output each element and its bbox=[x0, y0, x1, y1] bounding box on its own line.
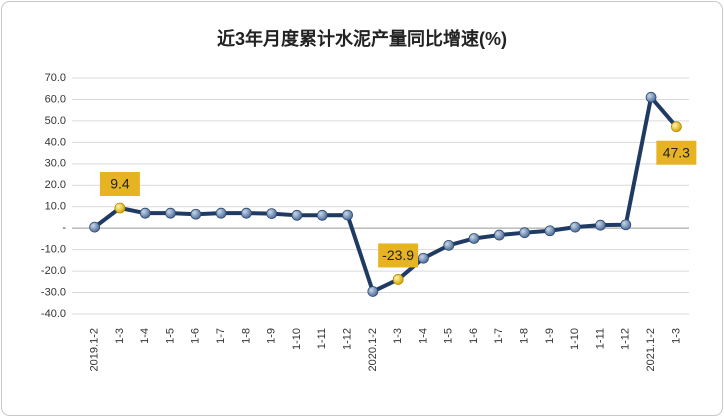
data-point bbox=[519, 227, 531, 239]
y-tick-label: 10.0 bbox=[45, 201, 66, 213]
data-point bbox=[493, 229, 505, 241]
y-tick-label: 50.0 bbox=[45, 115, 66, 127]
data-label-box bbox=[99, 172, 140, 197]
x-tick-label: 1-9 bbox=[544, 328, 556, 344]
x-tick-label: 1-9 bbox=[266, 328, 278, 344]
data-point bbox=[316, 209, 328, 221]
data-point bbox=[342, 209, 353, 221]
y-tick-label: -10.0 bbox=[41, 244, 66, 256]
x-tick-label: 1-11 bbox=[594, 328, 606, 349]
data-point bbox=[165, 207, 176, 219]
data-point bbox=[392, 274, 404, 285]
data-label-box bbox=[378, 243, 419, 268]
data-point bbox=[190, 208, 202, 220]
x-tick-label: 1-10 bbox=[291, 328, 303, 350]
x-tick-label: 1-4 bbox=[139, 328, 151, 344]
data-point bbox=[544, 225, 556, 237]
data-point bbox=[670, 121, 682, 133]
data-label-box bbox=[656, 140, 697, 165]
x-tick-label: 1-10 bbox=[569, 328, 581, 350]
data-point bbox=[367, 286, 379, 297]
x-tick-label: 1-5 bbox=[164, 328, 176, 344]
x-tick-label: 1-3 bbox=[392, 328, 404, 344]
x-tick-label: 2021.1-2 bbox=[645, 328, 657, 371]
x-tick-label: 1-11 bbox=[316, 328, 328, 349]
data-label: -23.9 bbox=[382, 247, 414, 263]
data-point bbox=[240, 207, 252, 219]
data-point bbox=[468, 233, 480, 244]
data-point bbox=[569, 221, 581, 233]
data-point bbox=[89, 221, 101, 233]
y-tick-label: - bbox=[62, 222, 66, 234]
data-point bbox=[418, 252, 429, 264]
data-label: 47.3 bbox=[663, 144, 690, 160]
x-tick-label: 1-12 bbox=[620, 328, 632, 350]
y-tick-label: -40.0 bbox=[41, 308, 66, 320]
y-tick-label: -20.0 bbox=[41, 265, 66, 277]
y-tick-label: 70.0 bbox=[45, 72, 66, 84]
x-tick-label: 1-3 bbox=[670, 328, 682, 344]
y-tick-label: 30.0 bbox=[45, 158, 66, 170]
x-tick-label: 1-7 bbox=[493, 328, 505, 344]
y-tick-label: -30.0 bbox=[41, 286, 66, 298]
data-point bbox=[114, 202, 126, 214]
x-tick-label: 1-3 bbox=[114, 328, 126, 344]
data-point bbox=[291, 209, 303, 221]
data-point bbox=[645, 91, 657, 103]
x-tick-label: 1-6 bbox=[468, 328, 480, 344]
x-tick-label: 2019.1-2 bbox=[89, 328, 101, 371]
x-tick-label: 2020.1-2 bbox=[367, 328, 379, 371]
x-tick-label: 1-7 bbox=[215, 328, 227, 344]
x-tick-label: 1-5 bbox=[443, 328, 455, 344]
data-label: 9.4 bbox=[110, 176, 130, 192]
x-tick-label: 1-8 bbox=[519, 328, 531, 344]
data-point bbox=[595, 219, 606, 231]
data-point bbox=[139, 207, 151, 219]
x-tick-label: 1-6 bbox=[190, 328, 202, 344]
x-tick-label: 1-4 bbox=[417, 328, 429, 344]
y-tick-label: 40.0 bbox=[45, 136, 66, 148]
data-point bbox=[443, 239, 455, 251]
y-tick-label: 20.0 bbox=[45, 179, 66, 191]
y-tick-label: 60.0 bbox=[45, 93, 66, 105]
chart-title: 近3年月度累计水泥产量同比增速(%) bbox=[217, 28, 507, 49]
x-tick-label: 1-8 bbox=[240, 328, 252, 344]
x-tick-label: 1-12 bbox=[341, 328, 353, 350]
data-point bbox=[620, 219, 632, 231]
data-point bbox=[266, 208, 278, 219]
data-point bbox=[215, 207, 227, 219]
